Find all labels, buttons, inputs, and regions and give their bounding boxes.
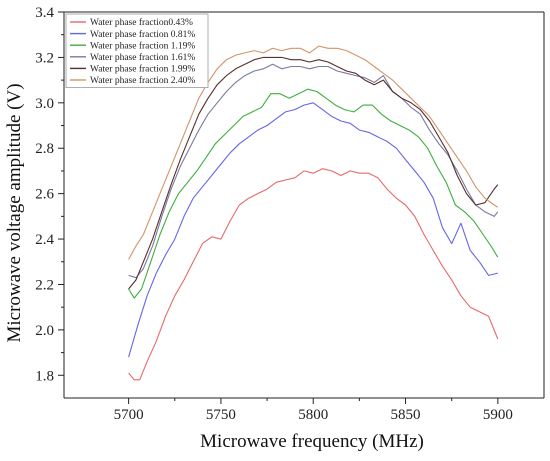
x-axis: 5700 5750 5800 5850 5900	[114, 398, 513, 423]
y-tick-label: 3.2	[35, 50, 54, 66]
plot-area	[63, 11, 545, 399]
series-line-4	[128, 63, 499, 279]
legend-box	[65, 13, 209, 88]
y-tick-label: 2.6	[35, 187, 54, 203]
legend-label: Water phase fraction 0.81%	[90, 29, 195, 40]
legend-label: Water phase fraction0.43%	[90, 17, 193, 28]
series-lines	[128, 45, 499, 381]
series-line-6	[128, 45, 499, 260]
x-tick-label: 5900	[483, 407, 513, 423]
x-axis-title: Microwave frequency (MHz)	[200, 431, 424, 452]
series-line-1	[128, 168, 499, 381]
series-line-2	[128, 102, 498, 358]
y-axis-title: Microwave voltage amplitude (V)	[4, 83, 25, 342]
legend-label: Water phase fraction 1.99%	[90, 64, 195, 75]
series-line-5	[128, 56, 499, 290]
y-tick-label: 2.2	[35, 277, 54, 293]
legend: Water phase fraction0.43%Water phase fra…	[65, 13, 209, 88]
y-tick-label: 2.4	[35, 232, 54, 248]
x-tick-label: 5800	[298, 407, 328, 423]
x-tick-label: 5750	[206, 407, 236, 423]
x-tick-label: 5850	[391, 407, 421, 423]
legend-label: Water phase fraction 2.40%	[90, 75, 195, 86]
y-axis: 1.8 2.0 2.2 2.4 2.6 2.8 3.0 3.2 3.4	[35, 5, 64, 384]
series-line-3	[128, 88, 499, 299]
legend-label: Water phase fraction 1.19%	[90, 40, 195, 51]
legend-label: Water phase fraction 1.61%	[90, 52, 195, 63]
x-tick-label: 5700	[114, 407, 144, 423]
y-tick-label: 1.8	[35, 368, 54, 384]
y-tick-label: 2.8	[35, 141, 54, 157]
y-tick-label: 3.4	[35, 5, 54, 21]
y-tick-label: 3.0	[35, 96, 54, 112]
y-tick-label: 2.0	[35, 323, 54, 339]
